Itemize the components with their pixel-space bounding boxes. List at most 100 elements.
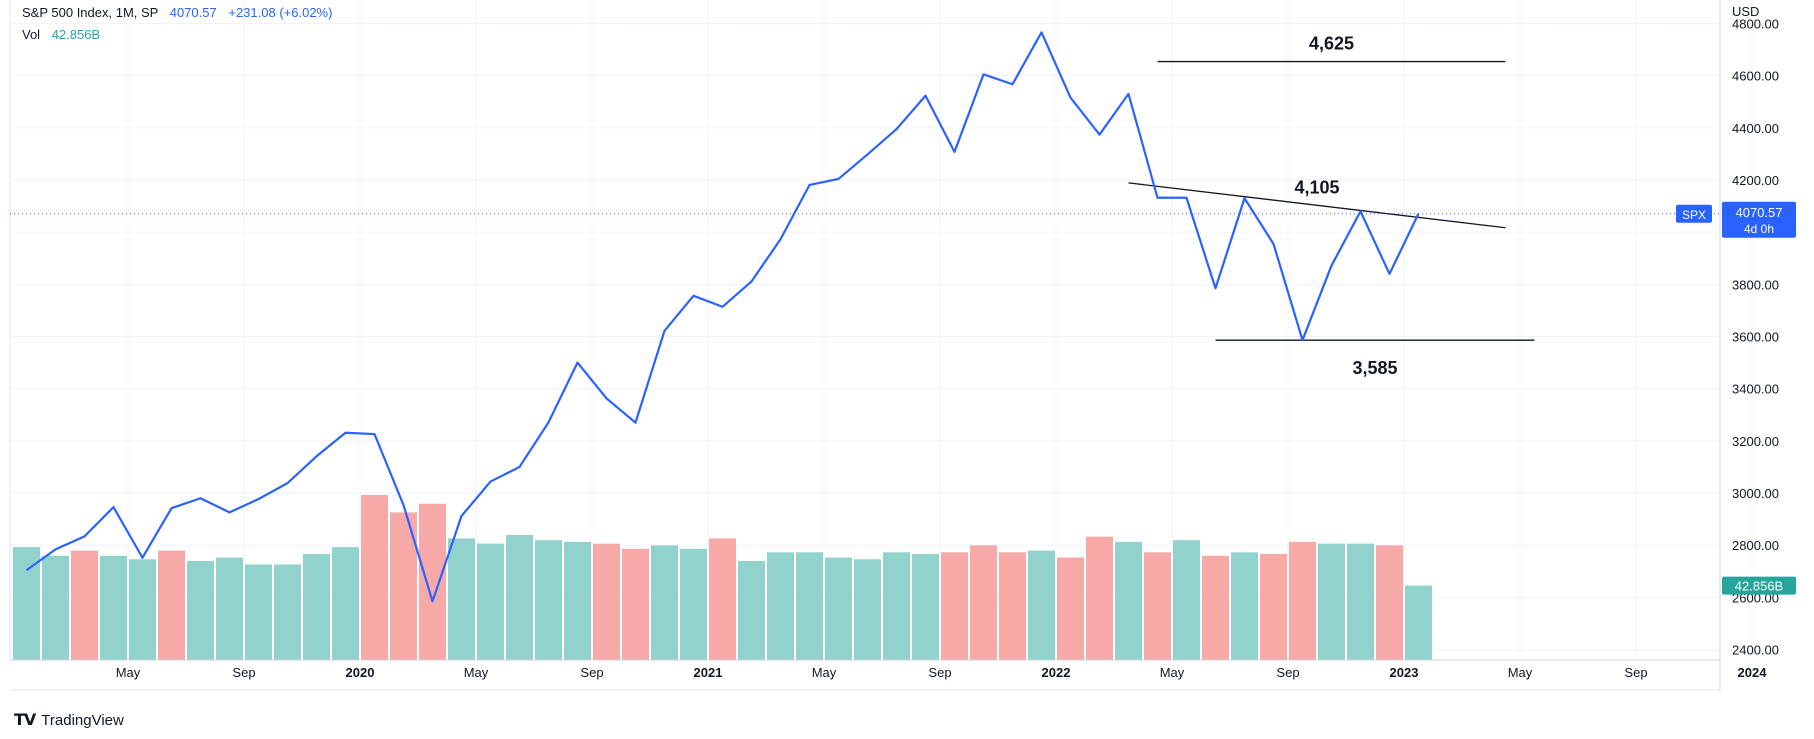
x-tick-label: May xyxy=(1160,665,1185,680)
x-tick-label: 2020 xyxy=(346,665,375,680)
volume-bar xyxy=(941,552,968,660)
volume-bar xyxy=(506,534,533,660)
last-price-tag-label: 4070.57 xyxy=(1736,205,1783,220)
y-tick-label: 4600.00 xyxy=(1732,69,1779,84)
y-tick-label: 3600.00 xyxy=(1732,330,1779,345)
volume-bar xyxy=(1086,536,1113,660)
volume-bar xyxy=(71,550,98,660)
volume-bar xyxy=(1260,554,1287,660)
volume-bar xyxy=(303,554,330,660)
volume-bar xyxy=(1347,543,1374,660)
y-tick-label: 3200.00 xyxy=(1732,434,1779,449)
trend-annotations: 4,625 4,105 3,585 xyxy=(1128,34,1535,378)
volume-bar xyxy=(187,561,214,660)
price-series xyxy=(25,31,1420,603)
volume-bar xyxy=(970,545,997,660)
volume-bar xyxy=(448,538,475,660)
footer-branding[interactable]: 𝗧𝗩 TradingView xyxy=(14,710,124,730)
volume-bar xyxy=(1405,585,1432,660)
volume-bar xyxy=(361,495,388,660)
volume-bar xyxy=(825,557,852,660)
grid-lines xyxy=(10,0,1753,660)
volume-bar xyxy=(158,550,185,660)
volume-bar xyxy=(1173,540,1200,660)
volume-bar xyxy=(419,503,446,660)
y-tick-label: 4400.00 xyxy=(1732,121,1779,136)
volume-value: 42.856B xyxy=(51,27,101,42)
volume-bar xyxy=(216,557,243,660)
x-tick-label: Sep xyxy=(1276,665,1299,680)
volume-bar xyxy=(622,548,649,660)
x-tick-label: May xyxy=(116,665,141,680)
volume-bar xyxy=(1057,557,1084,660)
y-tick-label: 3000.00 xyxy=(1732,486,1779,501)
volume-bar xyxy=(999,552,1026,660)
volume-bar xyxy=(274,564,301,660)
volume-bars xyxy=(13,495,1432,660)
tradingview-logo-icon: 𝗧𝗩 xyxy=(14,712,36,729)
volume-bar xyxy=(680,548,707,660)
symbol-tag-label: SPX xyxy=(1682,208,1706,222)
x-tick-label: Sep xyxy=(1624,665,1647,680)
symbol-info: S&P 500 Index, 1M, SP xyxy=(22,5,159,20)
x-tick-label: 2024 xyxy=(1738,665,1768,680)
x-tick-label: May xyxy=(1508,665,1533,680)
volume-bar xyxy=(1144,552,1171,660)
y-axis-unit: USD xyxy=(1732,4,1759,19)
volume-label: Vol xyxy=(22,27,41,42)
y-tick-label: 4200.00 xyxy=(1732,173,1779,188)
y-tick-label: 2800.00 xyxy=(1732,538,1779,553)
volume-bar xyxy=(245,564,272,660)
y-tick-label: 2400.00 xyxy=(1732,643,1779,658)
volume-bar xyxy=(1231,552,1258,660)
volume-bar xyxy=(593,543,620,660)
y-tick-label: 4800.00 xyxy=(1732,16,1779,31)
volume-bar xyxy=(1318,543,1345,660)
volume-bar xyxy=(854,559,881,660)
volume-bar xyxy=(767,552,794,660)
x-tick-label: Sep xyxy=(928,665,951,680)
volume-bar xyxy=(1028,550,1055,660)
volume-bar xyxy=(1289,541,1316,660)
level-label: 3,585 xyxy=(1352,358,1397,378)
axes: 2400.002600.002800.003000.003200.003400.… xyxy=(9,0,1796,691)
legend-volume-row: Vol 42.856B xyxy=(22,26,100,44)
countdown-label: 4d 0h xyxy=(1744,222,1774,236)
y-tick-label: 3800.00 xyxy=(1732,277,1779,292)
volume-bar xyxy=(100,555,127,660)
volume-bar xyxy=(42,555,69,660)
level-label: 4,105 xyxy=(1294,177,1339,197)
x-tick-label: 2022 xyxy=(1042,665,1071,680)
trend-line xyxy=(1128,182,1506,229)
price-change: +231.08 (+6.02%) xyxy=(228,5,333,20)
volume-bar xyxy=(477,543,504,660)
volume-bar xyxy=(912,554,939,660)
x-tick-label: May xyxy=(812,665,837,680)
last-price-tag xyxy=(1722,201,1796,238)
price-line xyxy=(25,31,1420,603)
x-tick-label: Sep xyxy=(232,665,255,680)
last-price-value: 4070.57 xyxy=(169,5,217,20)
volume-bar xyxy=(535,540,562,660)
last-volume-tag-label: 42.856B xyxy=(1735,579,1783,594)
volume-bar xyxy=(883,552,910,660)
volume-bar xyxy=(651,545,678,660)
volume-bar xyxy=(1115,541,1142,660)
volume-bar xyxy=(129,559,156,660)
volume-bar xyxy=(709,538,736,660)
volume-bar xyxy=(796,552,823,660)
x-tick-label: May xyxy=(464,665,489,680)
volume-bar xyxy=(738,561,765,660)
brand-name: TradingView xyxy=(41,711,124,729)
x-tick-label: 2021 xyxy=(694,665,723,680)
x-tick-label: Sep xyxy=(580,665,603,680)
volume-bar xyxy=(1376,545,1403,660)
volume-bar xyxy=(332,547,359,660)
x-tick-label: 2023 xyxy=(1390,665,1419,680)
level-label: 4,625 xyxy=(1309,34,1354,54)
volume-bar xyxy=(564,541,591,660)
volume-bar xyxy=(13,547,40,660)
last-volume-tag xyxy=(1722,576,1796,595)
volume-bar xyxy=(1202,555,1229,660)
